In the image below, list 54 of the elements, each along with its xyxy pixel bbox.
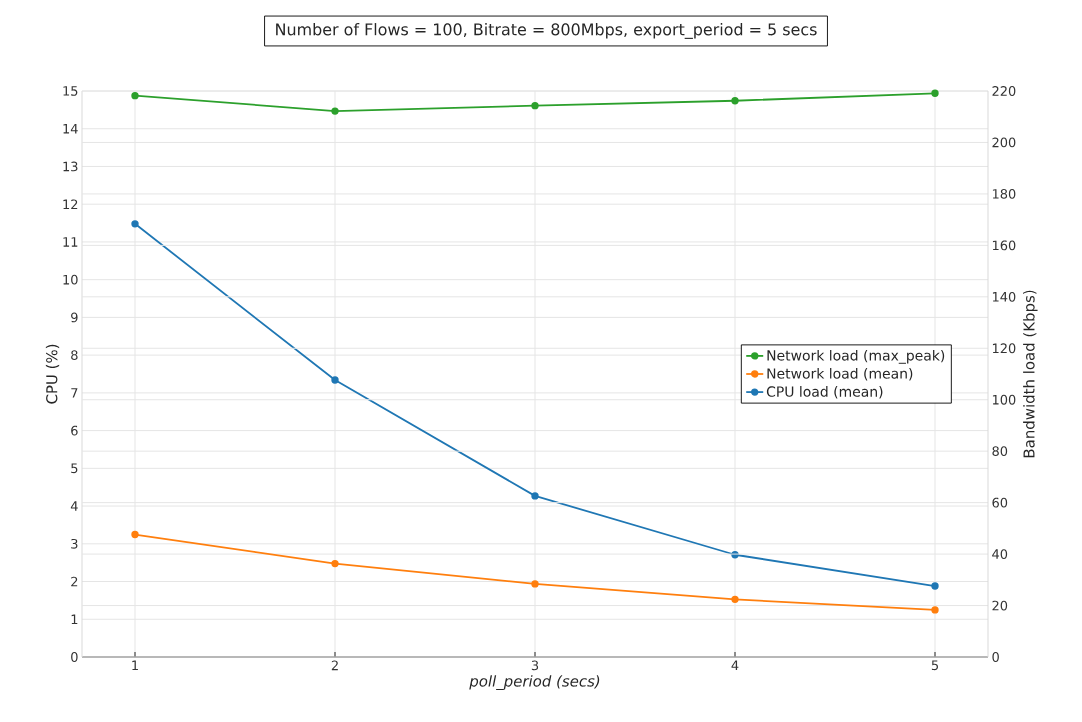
x-tick-label: 4 <box>731 660 739 670</box>
point <box>331 107 339 115</box>
y-tick-label: 8 <box>71 350 78 361</box>
y2-tick-label: 100 <box>992 394 1016 405</box>
point <box>331 559 339 568</box>
y-tick-label: 6 <box>71 425 78 436</box>
y-tick-label: 0 <box>71 652 78 662</box>
x-tick-label: 1 <box>132 660 138 670</box>
point <box>531 492 539 500</box>
y-tick-label: 5 <box>71 463 78 474</box>
x-tick-label: 2 <box>331 660 338 671</box>
y-tick-label: 1 <box>71 614 78 624</box>
y2-tick-label: 120 <box>992 343 1016 354</box>
y2-tick-label: 220 <box>992 86 1016 96</box>
y-tick-label: 14 <box>63 124 78 134</box>
y2-tick-label: 20 <box>992 600 1008 611</box>
y-tick-label: 12 <box>63 199 78 209</box>
y-tick-label: 2 <box>71 576 78 587</box>
y-axis-title: CPU (%) <box>45 344 60 404</box>
y2-axis-title: Bandwidth load (Kbps) <box>1023 290 1038 458</box>
x-tick-label: 5 <box>931 660 938 671</box>
y-tick-label: 4 <box>70 501 78 511</box>
legend-label: CPU load (mean) <box>766 386 883 399</box>
point <box>931 606 939 614</box>
y2-tick-label: 180 <box>992 189 1016 199</box>
y2-tick-label: 80 <box>992 446 1008 457</box>
chart-title: Number of Flows = 100, Bitrate = 800Mbps, export_period = 5 secs <box>276 23 817 39</box>
point <box>731 97 739 105</box>
y2-tick-label: 200 <box>992 137 1016 148</box>
point <box>131 91 139 100</box>
y-tick-label: 3 <box>71 538 78 549</box>
y2-tick-label: 160 <box>992 240 1016 251</box>
y-tick-label: 11 <box>63 237 78 247</box>
y-tick-label: 9 <box>71 312 78 323</box>
x-axis-title: poll_period (secs) <box>469 675 600 691</box>
y-tick-label: 10 <box>63 274 78 285</box>
y2-tick-label: 60 <box>992 497 1008 508</box>
point <box>131 530 139 539</box>
y2-tick-label: 140 <box>992 291 1016 302</box>
y2-tick-label: 40 <box>992 549 1008 559</box>
y2-tick-label: 0 <box>992 652 999 662</box>
point <box>531 101 539 110</box>
y-tick-label: 13 <box>63 161 78 172</box>
x-tick-label: 3 <box>531 660 539 671</box>
legend-label: Network load (mean) <box>767 367 913 381</box>
legend-label: Network load (max_peak) <box>767 349 945 364</box>
point <box>931 89 939 97</box>
point <box>531 580 539 588</box>
point <box>931 582 939 590</box>
y-tick-label: 15 <box>63 86 78 96</box>
point <box>331 376 339 384</box>
point <box>131 220 139 228</box>
point <box>731 595 739 604</box>
y-tick-label: 7 <box>71 388 78 398</box>
